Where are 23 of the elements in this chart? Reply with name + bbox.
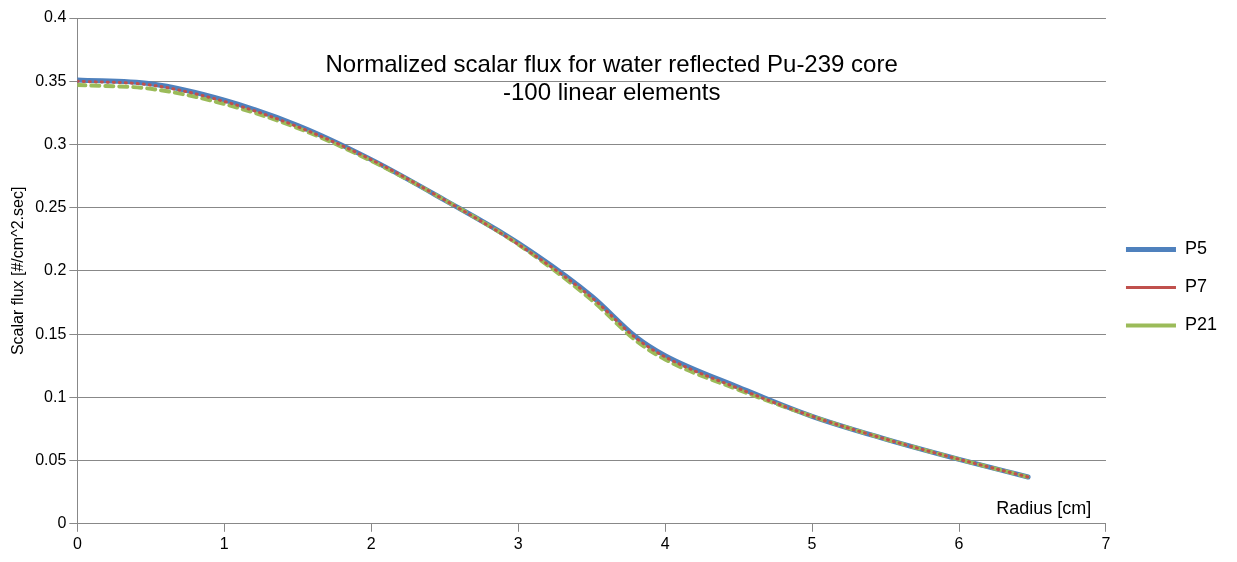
x-axis-title: Radius [cm]: [996, 497, 1092, 518]
y-tick-label: 0.2: [44, 261, 67, 279]
y-tick-label: 0.15: [35, 324, 67, 342]
y-tick-label: 0: [57, 514, 67, 532]
x-tick-label: 5: [807, 534, 817, 552]
x-tick-label: 2: [366, 534, 376, 552]
x-tick-label: 4: [660, 534, 670, 552]
legend-label: P5: [1184, 238, 1207, 259]
y-tick-label: 0.4: [44, 8, 67, 26]
text: Normalized scalar flux for water reflected Pu-239 core -100 linear elements: [325, 49, 898, 105]
legend-label: P21: [1184, 314, 1217, 335]
y-tick-label: 0.05: [35, 450, 67, 468]
x-tick-label: 7: [1101, 534, 1111, 552]
x-tick-label: 3: [513, 534, 523, 552]
y-tick-label: 0.35: [35, 71, 67, 89]
y-tick-label: 0.1: [44, 387, 67, 405]
y-tick-label: 0.25: [35, 198, 67, 216]
y-axis-title: Scalar flux [#/cm^2.sec]: [9, 186, 27, 356]
x-tick-label: 6: [954, 534, 964, 552]
legend-label: P7: [1184, 276, 1207, 297]
x-tick-label: 1: [219, 534, 229, 552]
x-tick-label: 0: [72, 534, 82, 552]
y-tick-label: 0.3: [44, 134, 67, 152]
